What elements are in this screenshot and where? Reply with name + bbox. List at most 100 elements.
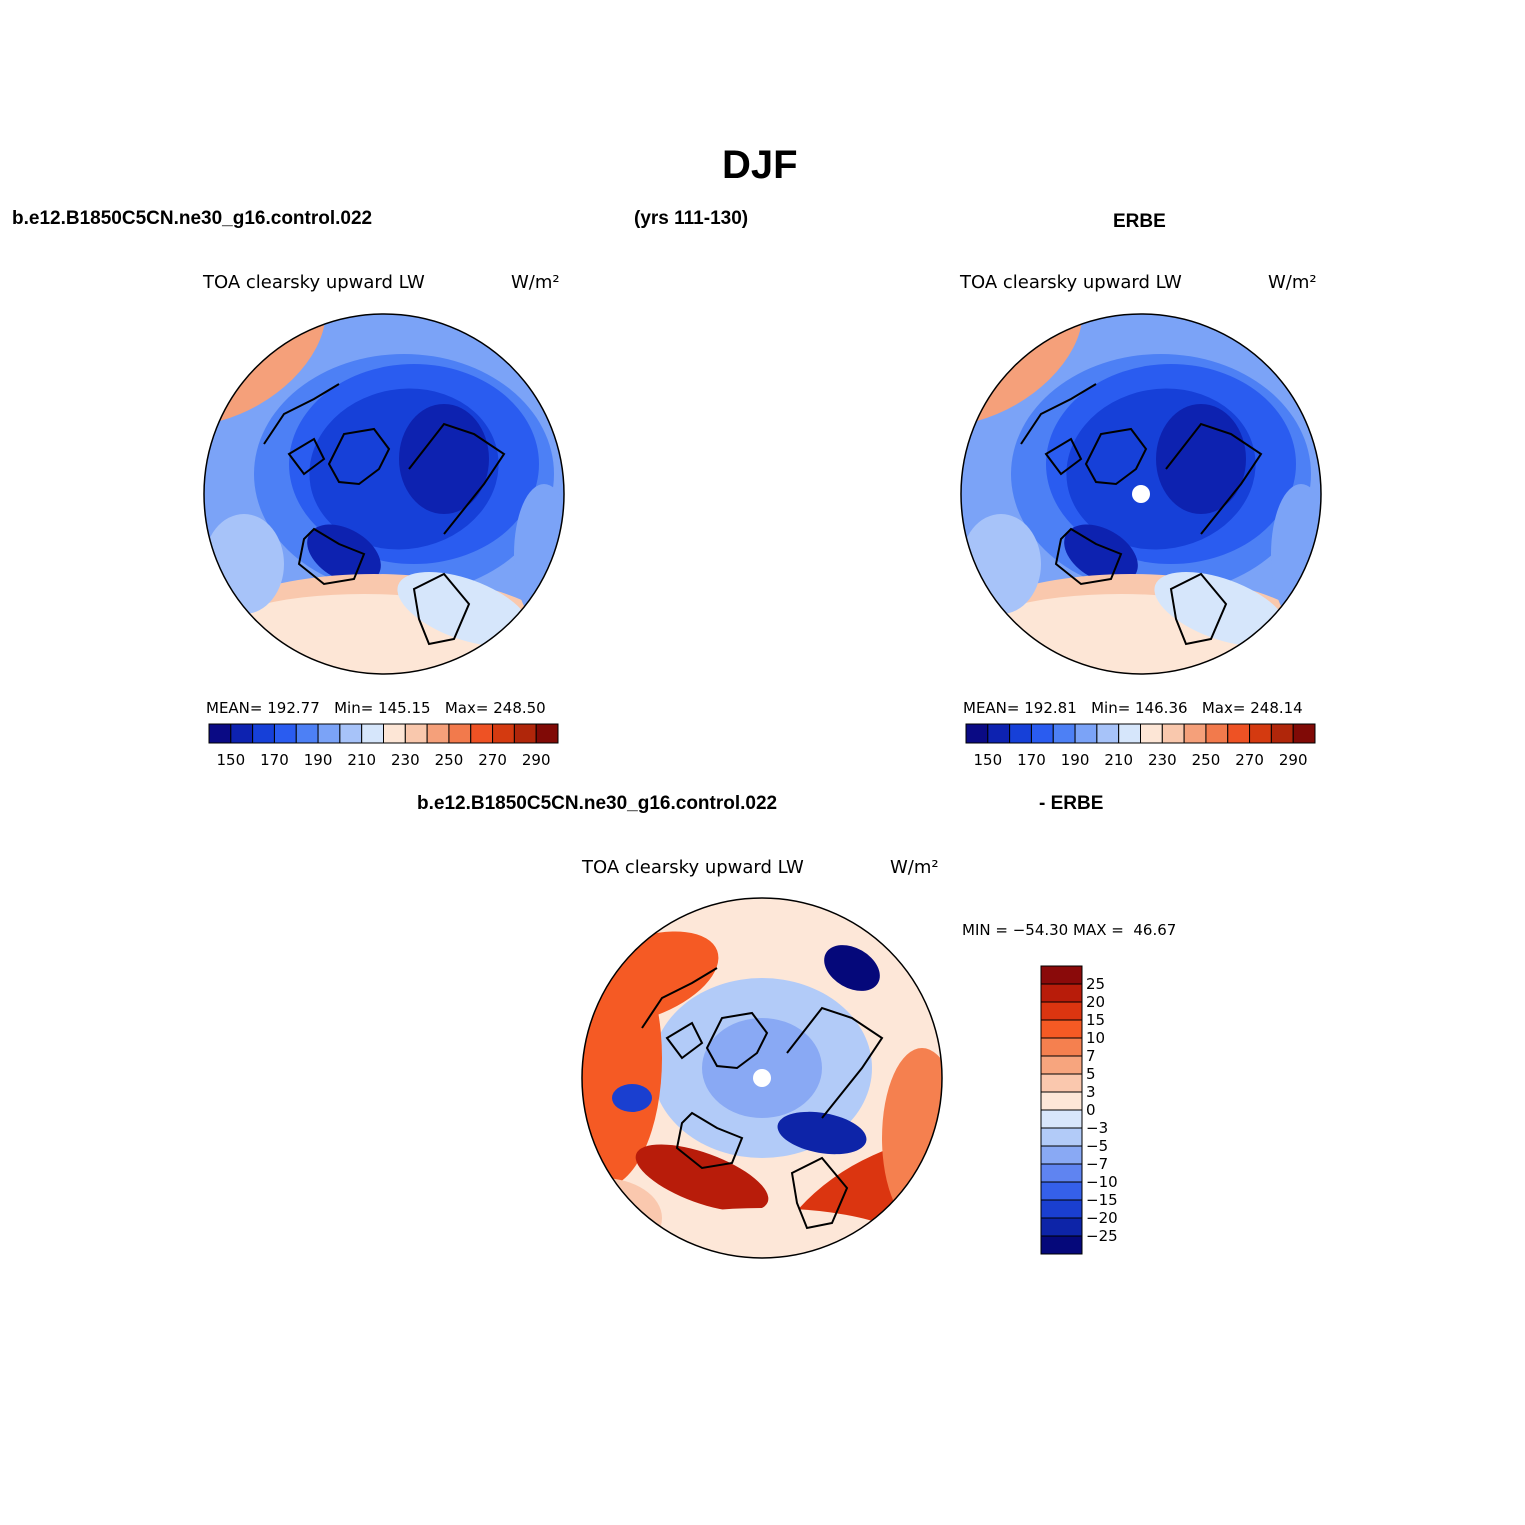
- diff-colorbar-swatch: [1040, 1235, 1083, 1255]
- obs-colorbar-swatch: [1227, 723, 1251, 744]
- diff-field-region: [582, 1178, 662, 1258]
- model-colorbar-tick-label: 230: [391, 751, 420, 769]
- diff-colorbar-tick-label: 5: [1086, 1065, 1096, 1083]
- diff-colorbar-tick-label: −25: [1086, 1227, 1118, 1245]
- obs-max-value: 248.14: [1250, 699, 1303, 717]
- model-colorbar-swatch: [535, 723, 559, 744]
- model-map-field: [204, 314, 564, 674]
- obs-colorbar-tick-label: 170: [1017, 751, 1046, 769]
- diff-colorbar-swatch: [1040, 1217, 1083, 1237]
- diff-coastlines: [641, 967, 884, 1230]
- obs-colorbar: 150 170 190 210 230 250 270 290: [965, 723, 1316, 769]
- model-max-label: Max=: [444, 699, 489, 717]
- diff-colorbar-tick-label: −7: [1086, 1155, 1108, 1173]
- obs-max-label: Max=: [1201, 699, 1246, 717]
- diff-colorbar-tick-label: 7: [1086, 1047, 1096, 1065]
- model-colorbar-swatch: [404, 723, 428, 744]
- obs-min-label: Min=: [1091, 699, 1131, 717]
- obs-colorbar-swatch: [1270, 723, 1294, 744]
- diff-coastline: [786, 1006, 884, 1119]
- obs-colorbar-swatch: [965, 723, 989, 744]
- obs-name-label: ERBE: [1113, 211, 1166, 232]
- model-panel-title: TOA clearsky upward LW: [203, 272, 425, 293]
- diff-colorbar-swatch: [1040, 1001, 1083, 1021]
- model-colorbar-swatch: [383, 723, 406, 744]
- diff-case-label: b.e12.B1850C5CN.ne30_g16.control.022: [417, 793, 778, 814]
- obs-panel-title: TOA clearsky upward LW: [960, 272, 1182, 293]
- model-coastlines: [263, 383, 506, 646]
- obs-pole-mask: [1132, 485, 1150, 503]
- model-colorbar-tick-label: 250: [435, 751, 464, 769]
- map-layer: [203, 313, 1322, 1259]
- model-coastline: [327, 427, 391, 486]
- diff-colorbar-tick-label: 25: [1086, 975, 1105, 993]
- diff-field-region: [824, 945, 880, 991]
- obs-colorbar-tick-label: 270: [1235, 751, 1264, 769]
- years-label: (yrs 111-130): [634, 208, 749, 229]
- model-field-region: [514, 484, 564, 624]
- obs-colorbar-tick-label: 150: [973, 751, 1002, 769]
- diff-field-region: [777, 1111, 867, 1155]
- obs-colorbar-tick-label: 290: [1279, 751, 1308, 769]
- obs-colorbar-swatch: [1009, 723, 1032, 744]
- diff-colorbar-swatch: [1040, 983, 1083, 1003]
- diff-colorbar-tick-label: −5: [1086, 1137, 1108, 1155]
- model-colorbar-swatch: [273, 723, 297, 744]
- model-field-region: [397, 572, 531, 646]
- diff-colorbar-tick-label: 3: [1086, 1083, 1096, 1101]
- diff-min-value: −54.30: [1012, 921, 1069, 939]
- diff-min-label: MIN =: [962, 921, 1008, 939]
- diff-coastline: [675, 1111, 744, 1170]
- model-colorbar: 150 170 190 210 230 250 270 290: [208, 723, 559, 769]
- figure-title: DJF: [722, 143, 798, 187]
- model-colorbar-swatch: [317, 723, 341, 744]
- model-coastline: [408, 422, 506, 535]
- model-colorbar-swatch: [492, 723, 515, 744]
- obs-coastline: [1165, 422, 1263, 535]
- obs-colorbar-swatch: [987, 723, 1011, 744]
- obs-colorbar-swatch: [1161, 723, 1185, 744]
- model-min-label: Min=: [334, 699, 374, 717]
- diff-colorbar-swatch: [1040, 1145, 1083, 1165]
- diff-colorbar-swatch: [1040, 1091, 1083, 1111]
- model-coastline: [287, 437, 326, 476]
- obs-coastline: [1084, 427, 1148, 486]
- diff-colorbar-tick-label: −10: [1086, 1173, 1118, 1191]
- obs-colorbar-swatch: [1074, 723, 1098, 744]
- obs-coastline: [1054, 527, 1123, 586]
- model-colorbar-swatch: [426, 723, 450, 744]
- obs-colorbar-swatch: [1183, 723, 1207, 744]
- obs-colorbar-swatch: [1118, 723, 1141, 744]
- obs-mean-value: 192.81: [1024, 699, 1077, 717]
- model-mean-label: MEAN=: [206, 699, 263, 717]
- diff-field-region: [612, 1208, 912, 1258]
- obs-field-region: [1064, 524, 1138, 584]
- model-field-region: [399, 404, 489, 514]
- diff-colorbar-tick-label: −15: [1086, 1191, 1118, 1209]
- model-colorbar-swatch: [339, 723, 363, 744]
- obs-stats: MEAN= 192.81 Min= 146.36 Max= 248.14: [963, 699, 1303, 717]
- obs-field-region: [1154, 572, 1288, 646]
- model-min-value: 145.15: [378, 699, 431, 717]
- diff-colorbar-swatch: [1040, 1109, 1083, 1129]
- model-colorbar-tick-label: 190: [304, 751, 333, 769]
- model-stats: MEAN= 192.77 Min= 145.15 Max= 248.50: [206, 699, 546, 717]
- obs-colorbar-tick-label: 210: [1104, 751, 1133, 769]
- diff-obs-label: - ERBE: [1039, 793, 1104, 814]
- obs-min-value: 146.36: [1135, 699, 1188, 717]
- model-colorbar-swatch: [208, 723, 232, 744]
- model-colorbar-tick-label: 290: [522, 751, 551, 769]
- obs-colorbar-tick-label: 230: [1148, 751, 1177, 769]
- model-map-outline: [203, 313, 565, 675]
- obs-coastlines: [1020, 383, 1263, 646]
- diff-colorbar-swatch: [1040, 1037, 1083, 1057]
- obs-colorbar-tick-label: 250: [1192, 751, 1221, 769]
- model-colorbar-swatch: [513, 723, 537, 744]
- diff-colorbar-tick-label: 15: [1086, 1011, 1105, 1029]
- model-colorbar-swatch: [252, 723, 275, 744]
- model-field-region: [307, 524, 381, 584]
- diff-max-label: MAX =: [1073, 921, 1124, 939]
- model-colorbar-swatch: [448, 723, 472, 744]
- model-colorbar-tick-label: 270: [478, 751, 507, 769]
- obs-coastline: [1044, 437, 1083, 476]
